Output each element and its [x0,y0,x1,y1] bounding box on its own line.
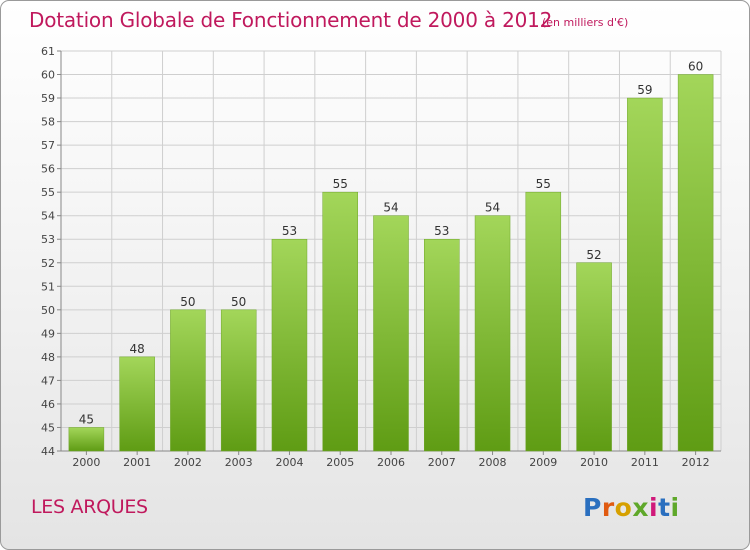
chart-title: Dotation Globale de Fonctionnement de 20… [29,8,553,32]
data-labels: 45 48 50 50 53 55 54 53 54 55 52 59 60 [79,60,704,427]
data-label: 45 [79,412,94,426]
bar [271,238,308,452]
data-label: 53 [434,224,449,238]
data-label: 50 [231,295,246,309]
chart-subtitle: (en milliers d'€) [542,16,629,29]
bar [68,427,105,452]
bar [220,309,257,452]
y-tick-label: 47 [41,374,55,387]
y-tick-label: 55 [41,186,55,199]
logo-letter: o [614,493,633,522]
y-tick-label: 59 [41,92,55,105]
x-tick-label: 2002 [174,456,202,469]
bar [373,215,409,452]
data-label: 54 [485,201,500,215]
x-tick-label: 2007 [428,456,456,469]
data-label: 59 [637,83,652,97]
data-label: 53 [282,224,297,238]
y-tick-labels: 44 45 46 47 48 49 50 51 52 53 54 55 56 57 58 59 60 61 [41,45,55,458]
y-tick-label: 61 [41,45,55,58]
place-name: LES ARQUES [31,496,148,518]
y-tick-label: 48 [41,351,55,364]
data-label: 55 [536,177,551,191]
logo-letter: i [670,493,680,522]
bar [576,262,612,452]
bar [424,238,460,452]
x-tick-label: 2003 [225,456,253,469]
y-tick-label: 60 [41,69,55,82]
y-tick-label: 49 [41,327,55,340]
y-tick-label: 46 [41,398,55,411]
logo-letter: i [649,493,659,522]
data-label: 48 [130,342,145,356]
bar [627,97,663,452]
y-tick-label: 53 [41,233,55,246]
x-tick-label: 2004 [275,456,303,469]
data-label: 52 [586,248,601,262]
x-tick-labels: 2000 2001 2002 2003 2004 2005 2006 2007 2008 2009… [72,456,709,469]
bars [68,74,714,452]
bar [322,191,358,452]
logo-letter: x [632,493,649,522]
x-tick-label: 2009 [529,456,557,469]
x-tick-label: 2008 [479,456,507,469]
x-tick-label: 2006 [377,456,405,469]
data-label: 60 [688,60,703,74]
bar [474,215,511,452]
x-tick-label: 2005 [326,456,354,469]
bar [525,191,562,452]
y-tick-label: 45 [41,421,55,434]
bar [119,356,155,452]
x-tick-label: 2010 [580,456,608,469]
y-tick-label: 52 [41,257,55,270]
logo-letter: r [601,493,615,522]
y-tick-label: 54 [41,210,55,223]
x-tick-label: 2011 [631,456,659,469]
y-tick-label: 51 [41,280,55,293]
logo-letter: t [658,493,671,522]
data-label: 50 [180,295,195,309]
y-tick-label: 50 [41,304,55,317]
y-tick-label: 56 [41,163,55,176]
y-tick-label: 58 [41,116,55,129]
x-tick-label: 2000 [72,456,100,469]
y-tick-label: 57 [41,139,55,152]
data-label: 54 [383,201,398,215]
bar [170,309,206,452]
y-tick-label: 44 [41,445,55,458]
x-tick-label: 2012 [682,456,710,469]
x-tick-label: 2001 [123,456,151,469]
logo-letter: P [583,493,602,522]
data-label: 55 [333,177,348,191]
proxiti-logo: Proxiti [583,493,680,522]
bar [677,74,714,452]
